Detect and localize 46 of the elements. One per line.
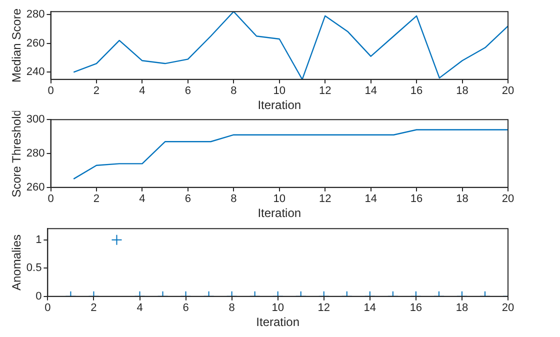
- x-tick-label: 8: [230, 193, 237, 206]
- x-tick-label: 20: [502, 302, 514, 314]
- x-tick-label: 4: [139, 85, 146, 98]
- x-tick-label: 10: [273, 193, 286, 206]
- x-tick-label: 0: [48, 193, 54, 206]
- x-tick-label: 20: [502, 85, 514, 98]
- x-tick-label: 8: [228, 302, 235, 314]
- x-tick-label: 18: [456, 193, 468, 206]
- x-tick-label: 2: [93, 85, 100, 98]
- y-tick-label: 260: [26, 37, 45, 50]
- y-tick-label: 0.5: [26, 262, 42, 274]
- x-tick-label: 16: [410, 302, 422, 314]
- x-tick-label: 2: [93, 193, 100, 206]
- x-tick-label: 4: [136, 302, 143, 314]
- y-tick-label: 0: [36, 290, 42, 302]
- x-tick-label: 6: [184, 85, 191, 98]
- x-tick-label: 20: [502, 193, 514, 206]
- x-tick-label: 16: [410, 85, 423, 98]
- y-axis-title: Anomalies: [10, 234, 24, 291]
- x-tick-label: 4: [139, 193, 146, 206]
- x-tick-label: 12: [318, 193, 332, 206]
- x-tick-label: 14: [364, 302, 376, 314]
- x-axis-title: Iteration: [258, 206, 302, 220]
- x-axis-title: Iteration: [256, 315, 300, 330]
- x-tick-label: 12: [318, 85, 332, 98]
- x-tick-label: 0: [48, 85, 54, 98]
- x-tick-label: 16: [410, 193, 423, 206]
- x-tick-label: 14: [364, 85, 377, 98]
- y-tick-label: 280: [26, 148, 45, 160]
- x-tick-label: 8: [230, 85, 237, 98]
- y-tick-label: 1: [36, 234, 42, 246]
- x-axis-title: Iteration: [258, 98, 302, 112]
- y-tick-label: 260: [26, 181, 45, 194]
- x-tick-label: 18: [456, 85, 468, 98]
- x-tick-label: 10: [273, 85, 286, 98]
- x-tick-label: 6: [182, 302, 189, 314]
- x-tick-label: 12: [318, 302, 330, 314]
- x-tick-label: 10: [272, 302, 284, 314]
- y-tick-label: 280: [26, 8, 45, 21]
- y-tick-label: 240: [26, 66, 45, 78]
- x-tick-label: 2: [90, 302, 97, 314]
- x-tick-label: 6: [184, 193, 191, 206]
- x-tick-label: 14: [364, 193, 377, 206]
- y-axis-title: Median Score: [10, 8, 24, 83]
- x-tick-label: 18: [456, 302, 468, 314]
- y-tick-label: 300: [26, 114, 45, 126]
